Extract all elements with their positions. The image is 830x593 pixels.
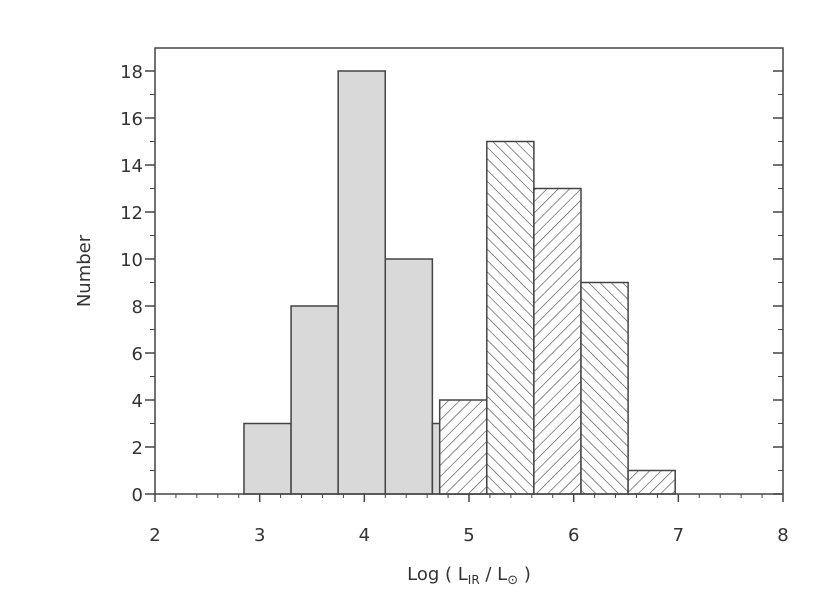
y-tick-label: 16 <box>120 109 143 130</box>
gray-bar <box>243 422 292 495</box>
x-axis-label-suffix: ) <box>518 564 531 585</box>
gray-bar <box>384 258 434 495</box>
x-axis-ticks: 2 3 4 5 6 7 8 <box>149 494 789 546</box>
y-tick-label: 4 <box>132 391 143 412</box>
hatched-bar <box>438 399 488 495</box>
x-axis-label: Log ( LIR / L⊙ ) <box>407 564 531 588</box>
y-axis-ticks: 0 2 4 6 8 10 12 14 16 18 <box>120 62 783 506</box>
y-tick-label: 14 <box>120 156 143 177</box>
gray-bar <box>290 305 339 495</box>
y-tick-label: 12 <box>120 203 143 224</box>
x-axis-label-mid: / L <box>480 564 508 585</box>
x-tick-label: 8 <box>777 525 788 546</box>
x-tick-label: 4 <box>359 525 370 546</box>
x-axis-label-subscript: IR <box>468 573 480 587</box>
gray-bar <box>337 70 387 495</box>
series-hatched-bars <box>438 140 676 495</box>
y-tick-label: 18 <box>120 62 143 83</box>
x-tick-label: 3 <box>254 525 265 546</box>
hatched-bar <box>533 187 582 495</box>
x-axis-label-prefix: Log ( L <box>407 564 468 585</box>
y-tick-label: 10 <box>120 250 143 271</box>
x-tick-label: 5 <box>463 525 474 546</box>
hatched-bar <box>580 281 629 495</box>
hatched-bar <box>627 469 676 495</box>
x-tick-label: 6 <box>568 525 579 546</box>
x-tick-label: 7 <box>673 525 684 546</box>
hatched-bar <box>486 140 535 495</box>
y-axis-label: Number <box>74 234 95 307</box>
x-axis-label-sun-symbol: ⊙ <box>507 573 518 588</box>
y-tick-label: 6 <box>132 344 143 365</box>
x-tick-label: 2 <box>149 525 160 546</box>
y-tick-label: 8 <box>132 297 143 318</box>
y-tick-label: 0 <box>132 485 143 506</box>
y-tick-label: 2 <box>132 438 143 459</box>
